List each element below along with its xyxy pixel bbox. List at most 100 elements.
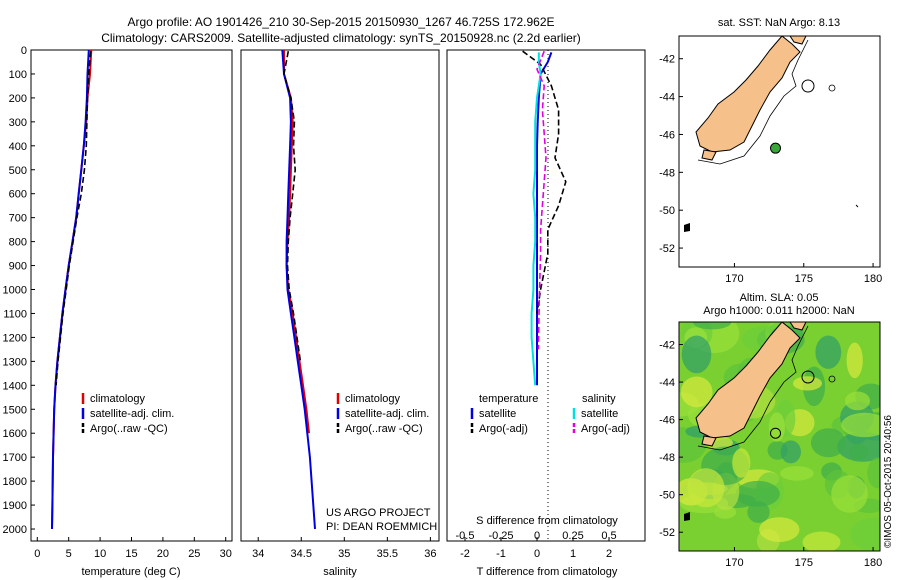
sla-stewart-island <box>701 435 717 447</box>
difference-axes-box <box>446 49 646 542</box>
top-tick-label: 0.25 <box>562 530 583 542</box>
salinity-axis-label: salinity <box>323 566 357 578</box>
sla-new-zealand-south-island <box>695 322 801 439</box>
salinity-axes-box <box>240 49 440 542</box>
sla-texture-blob <box>680 376 713 408</box>
legend-label: climatology <box>345 393 401 405</box>
imos-watermark: ©IMOS 05-Oct-2015 20:40:56 <box>883 415 894 548</box>
temperature-axes-box <box>30 49 233 542</box>
y-tick-label: 2000 <box>3 524 27 536</box>
depth-tick-labels: 0 100 200 300 400 500 600 700 800 900 1000 1100 1200… <box>3 45 451 536</box>
sla-texture-blob <box>815 335 842 369</box>
sla-latitude-labels: -42 -44 -46 -48 -50 -52 <box>659 340 683 539</box>
sst-map-title: sat. SST: NaN Argo: 8.13 <box>718 17 840 29</box>
temperature-lines <box>51 50 93 530</box>
y-tick-label: 900 <box>9 261 27 273</box>
sla-texture-blob <box>831 475 868 513</box>
x-tick-label: 25 <box>188 548 200 560</box>
lat-tick-label: -44 <box>659 92 675 104</box>
legend-label: Argo(..raw -QC) <box>90 423 168 435</box>
series-line <box>530 52 542 386</box>
shelf-contour <box>697 39 809 165</box>
temperature-panel: 0100200300400500600700800900100011001200… <box>3 45 451 578</box>
x-tick-label: 2 <box>606 548 612 560</box>
sst-map-land <box>684 36 859 232</box>
sla-longitude-labels: 170 175 180 <box>725 547 882 569</box>
sla-chatham-rise-contour <box>801 370 815 384</box>
sla-small-island-contour <box>828 375 836 383</box>
lon-tick-label: 175 <box>795 557 813 569</box>
series-line <box>55 51 92 386</box>
salinity-lines <box>281 50 316 530</box>
top-tick-label: -0.25 <box>488 530 513 542</box>
y-tick-label: 1400 <box>3 380 27 392</box>
sla-texture-blob <box>810 428 846 458</box>
y-tick-label: 1200 <box>3 332 27 344</box>
legend-label: climatology <box>90 393 146 405</box>
chatham-rise-contour <box>801 79 815 93</box>
sla-texture-blob <box>714 505 737 519</box>
y-tick-label: 800 <box>9 237 27 249</box>
new-zealand-south-island <box>695 36 801 153</box>
y-tick-label: 1900 <box>3 500 27 512</box>
stewart-island <box>701 149 717 161</box>
sla-texture-blob <box>759 517 800 542</box>
sla-texture-blob <box>681 335 712 374</box>
legend-label: satellite-adj. clim. <box>345 408 429 420</box>
sla-texture-blob <box>841 412 880 438</box>
x-tick-label: 34.5 <box>291 548 312 560</box>
x-tick-label: -1 <box>496 548 506 560</box>
legend-label: Argo(..raw -QC) <box>345 423 423 435</box>
lon-tick-label: 170 <box>725 557 743 569</box>
salinity-tick-labels: 34 34.5 35 35.5 36 <box>252 537 437 560</box>
s-difference-axis-label: S difference from climatology <box>476 515 618 527</box>
sla-texture-blob <box>747 501 770 523</box>
lon-tick-label: 175 <box>795 273 813 285</box>
x-tick-label: 34 <box>252 548 264 560</box>
sla-north-island-tip <box>789 322 807 331</box>
x-tick-label: 1 <box>570 548 576 560</box>
x-tick-label: 20 <box>157 548 169 560</box>
sla-map-frame <box>678 321 881 552</box>
temperature-axis-label: temperature (deg C) <box>81 566 180 578</box>
salinity-legend: climatology satellite-adj. clim. Argo(..ra… <box>336 393 429 435</box>
title-line-1: Argo profile: AO 1901426_210 30-Sep-2015… <box>127 15 554 29</box>
sla-texture-blob <box>780 466 814 481</box>
sla-map-title-1: Altim. SLA: 0.05 <box>740 292 819 304</box>
legend-label: satellite <box>581 408 618 420</box>
y-tick-label: 1800 <box>3 476 27 488</box>
pi-label: PI: DEAN ROEMMICH <box>326 521 437 533</box>
sla-texture-blob <box>687 468 725 508</box>
series-line <box>281 50 316 530</box>
x-tick-label: 5 <box>66 548 72 560</box>
lat-tick-label: -50 <box>659 205 675 217</box>
x-tick-label: 30 <box>220 548 232 560</box>
difference-legend: temperature salinity satellite Argo(-adj) sa… <box>470 393 630 435</box>
series-line <box>522 50 567 314</box>
legend-label: Argo(-adj) <box>479 423 528 435</box>
north-island-tip <box>789 36 807 45</box>
lat-tick-label: -52 <box>659 243 675 255</box>
y-tick-label: 1600 <box>3 428 27 440</box>
series-line <box>536 50 547 350</box>
sla-map-title-2: Argo h1000: 0.011 h2000: NaN <box>703 305 855 317</box>
sla-campbell-island <box>684 512 690 521</box>
series-line <box>283 51 302 362</box>
sla-texture-blob <box>768 412 786 442</box>
legend-title-salinity: salinity <box>582 393 616 405</box>
x-tick-label: 0 <box>34 548 40 560</box>
y-tick-label: 500 <box>9 165 27 177</box>
lat-tick-label: -48 <box>659 452 675 464</box>
title-line-2: Climatology: CARS2009. Satellite-adjuste… <box>101 31 581 45</box>
sla-texture-blob <box>735 480 780 507</box>
x-tick-label: 36 <box>424 548 436 560</box>
sla-texture-blob <box>850 517 880 551</box>
sla-texture-blob <box>780 440 801 464</box>
legend-label: Argo(-adj) <box>581 423 630 435</box>
lat-tick-label: -52 <box>659 527 675 539</box>
y-tick-label: 600 <box>9 189 27 201</box>
y-tick-label: 1500 <box>3 404 27 416</box>
lon-tick-label: 180 <box>864 557 882 569</box>
lat-tick-label: -50 <box>659 490 675 502</box>
